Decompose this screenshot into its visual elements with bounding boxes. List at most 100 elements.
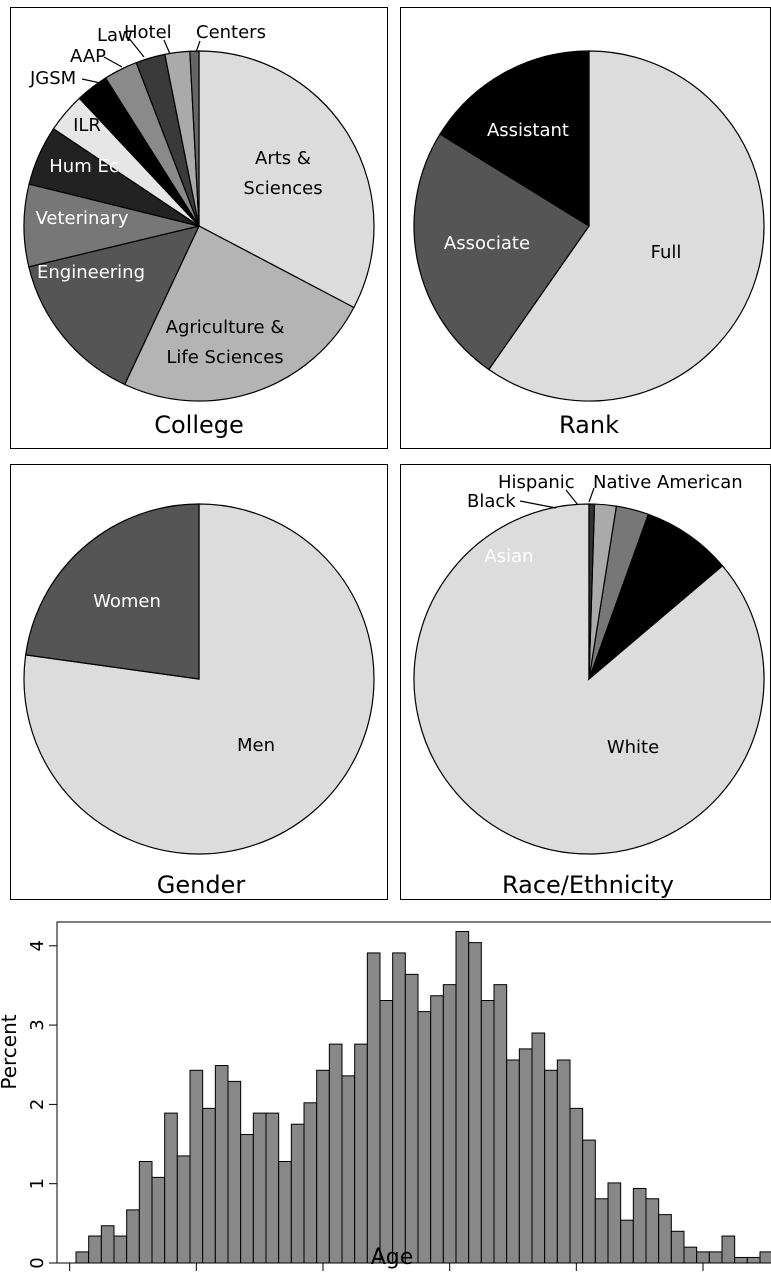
histogram-bar [126,1209,140,1264]
histogram-bar [594,1198,609,1264]
college-label-ag-line2: Life Sciences [166,347,283,368]
college-slice-centers [189,50,200,227]
gender-labels: Men Women [93,591,275,756]
histogram-bar [696,1251,710,1264]
y-tick-label: 3 [27,1019,48,1030]
histogram-bar [278,1160,292,1264]
y-tick-label: 0 [27,1257,48,1268]
college-pie-chart [23,50,375,402]
y-tick-label: 1 [27,1178,48,1189]
histogram-bar [214,1065,229,1264]
histogram-bar [544,1069,558,1264]
histogram-bar [341,1075,356,1264]
histogram-bar [670,1230,685,1264]
race-labels: White Asian Black Hispanic Native Americ… [467,472,743,758]
histogram-bar [632,1187,647,1264]
y-tick-label: 4 [27,940,48,951]
histogram-bar [303,1102,318,1264]
college-label-humec: Hum Ec [49,156,118,177]
histogram-bar [708,1251,723,1264]
rank-title: Rank [559,411,619,439]
histogram-bar [379,1000,394,1264]
histogram-x-axis: 304050607080 [69,1263,704,1271]
race-label-black: Black [467,491,516,512]
histogram-bar [164,1112,178,1264]
histogram-bar [468,942,482,1264]
histogram-bar [582,1139,596,1264]
gender-pie-chart [23,503,375,855]
histogram-bar [556,1059,571,1264]
rank-labels: Full Associate Assistant [444,120,681,263]
histogram-bar [316,1069,330,1264]
college-label-hotel: Hotel [124,22,172,43]
histogram-bar [645,1198,660,1264]
college-slice-engineering [28,225,201,386]
histogram-bar [480,1000,495,1264]
gender-title: Gender [157,871,246,899]
college-title: College [154,411,244,439]
histogram-bar [721,1235,736,1264]
histogram-bar [569,1107,584,1264]
histogram-y-axis: 0 1 2 3 4 [27,940,57,1269]
college-label-law: Law [97,25,133,46]
histogram-bar [151,1176,166,1264]
histogram-bar [290,1123,305,1264]
histogram-bar [493,984,508,1264]
gender-slice-women [24,503,200,680]
histogram-bar [404,973,419,1264]
histogram-bar [417,1011,432,1264]
y-tick-label: 2 [27,1099,48,1110]
college-label-aap: AAP [70,46,106,67]
histogram-bar [366,952,381,1264]
race-title: Race/Ethnicity [502,871,674,899]
rank-slice-full [487,50,765,402]
histogram-bar [202,1107,216,1264]
race-label-hispanic: Hispanic [498,472,575,493]
histogram-bar [328,1043,343,1264]
histogram-bar [746,1256,761,1264]
rank-label-associate: Associate [444,233,530,254]
college-label-arts-line1: Arts & [255,148,311,169]
college-label-ilr: ILR [73,115,101,136]
histogram-bar [607,1182,622,1264]
histogram-bar [113,1235,128,1264]
histogram-bar [189,1069,204,1264]
histogram-bar [75,1251,90,1264]
histogram-bar [531,1032,546,1264]
college-label-engineering: Engineering [37,262,145,283]
histogram-bar [455,931,470,1264]
college-leader-law [127,36,145,58]
gender-label-men: Men [237,735,275,756]
rank-slice-associate [413,133,590,371]
college-leader-hotel [163,39,171,55]
histogram-bar [392,952,406,1264]
histogram-bar [506,1059,520,1264]
histogram-xlabel: Age [371,1245,414,1270]
histogram-bar [354,1043,368,1264]
gender-label-women: Women [93,591,161,612]
histogram-bar [518,1048,533,1264]
histogram-bar [252,1112,267,1264]
histogram-bar [759,1251,771,1264]
race-label-native: Native American [593,472,743,493]
race-leader-hispanic [565,489,579,506]
race-leader-native [588,487,595,503]
race-label-asian: Asian [484,546,533,567]
college-slice-agriculture-life-sciences [123,225,355,402]
histogram-bar [430,995,444,1264]
histogram-bar [442,984,457,1264]
race-pie-chart [413,503,765,855]
college-label-arts-line2: Sciences [243,178,322,199]
race-label-white: White [607,737,659,758]
rank-label-full: Full [651,242,682,263]
college-label-ag-line1: Agriculture & [166,317,285,338]
college-labels: Arts & Sciences Agriculture & Life Scien… [29,22,323,368]
histogram-bar [683,1246,698,1264]
histogram-bar [265,1112,280,1264]
histogram-bar [100,1225,115,1264]
college-label-centers: Centers [196,22,266,43]
rank-label-assistant: Assistant [487,120,569,141]
race-ethnicity-slice-native-american [588,503,596,680]
histogram-bar [620,1219,634,1264]
histogram-ylabel: Percent [0,1014,21,1089]
